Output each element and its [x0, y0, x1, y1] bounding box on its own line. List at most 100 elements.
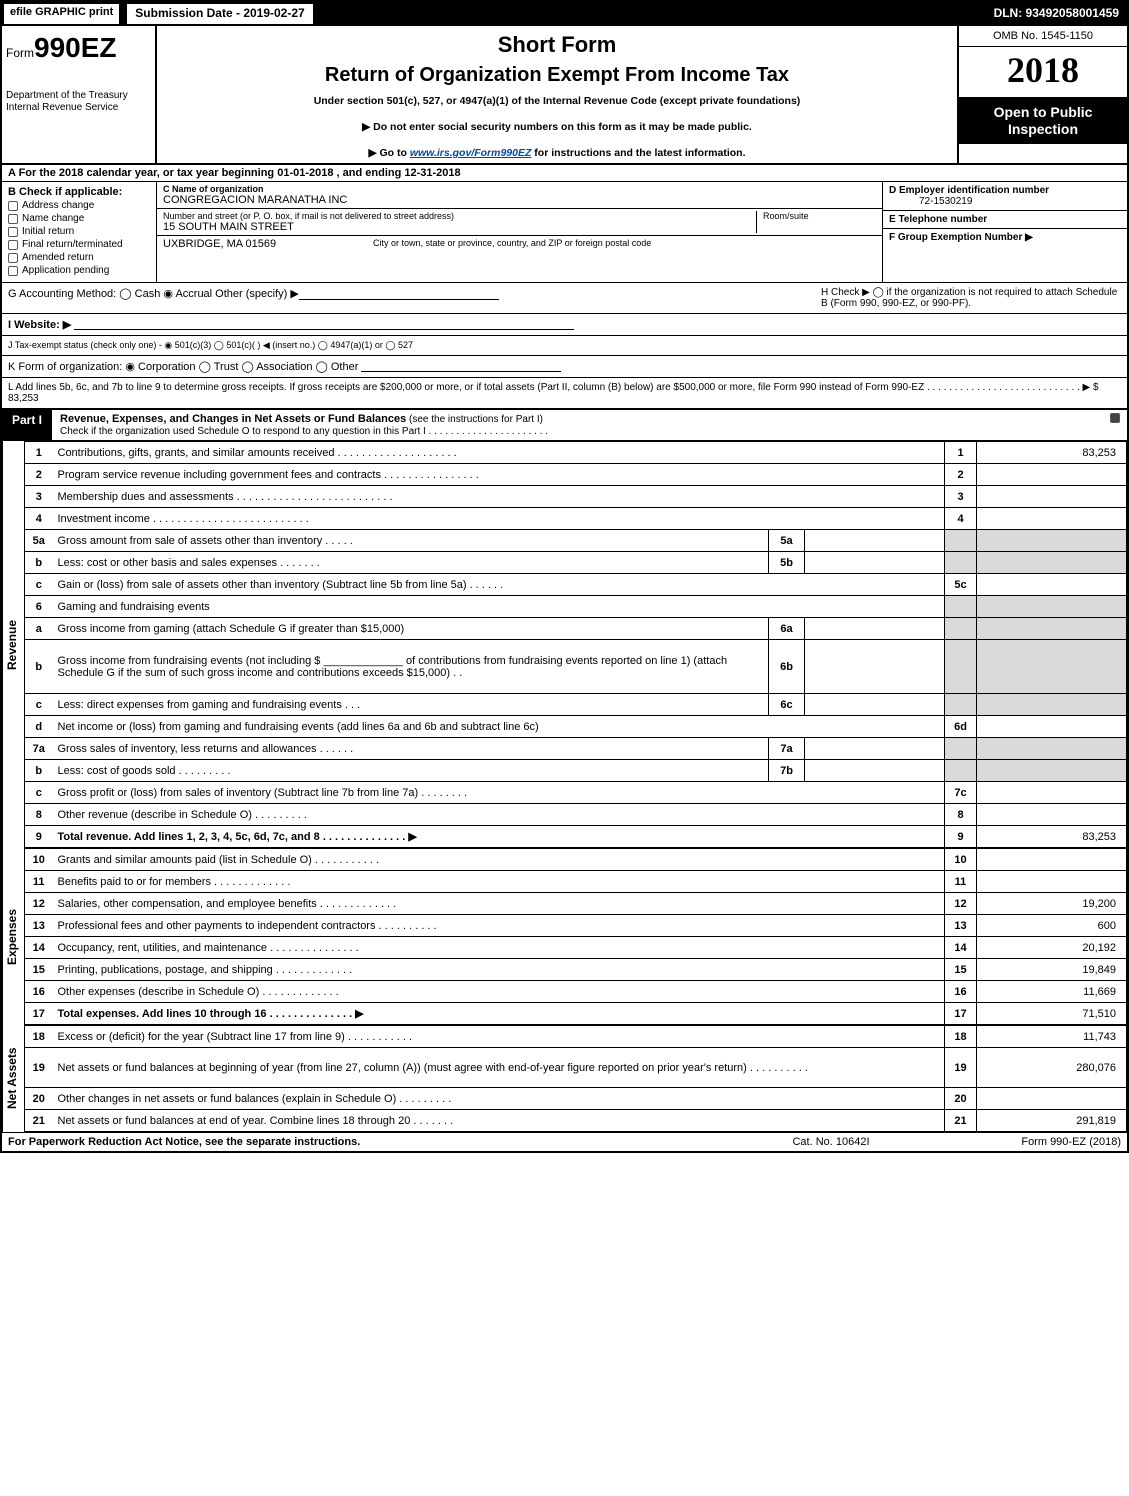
chk-label: Name change	[22, 213, 84, 224]
table-row: 19Net assets or fund balances at beginni…	[25, 1048, 1127, 1088]
line-l-text: L Add lines 5b, 6c, and 7b to line 9 to …	[8, 382, 1121, 404]
line-amount: 11,669	[977, 981, 1127, 1003]
table-row: 17Total expenses. Add lines 10 through 1…	[25, 1003, 1127, 1025]
line-desc: Grants and similar amounts paid (list in…	[53, 849, 945, 871]
sub-val	[805, 530, 945, 552]
line-amount: 83,253	[977, 826, 1127, 848]
sub-val	[805, 618, 945, 640]
line-desc: Gross amount from sale of assets other t…	[53, 530, 769, 552]
grey-cell	[977, 552, 1127, 574]
efile-print-button[interactable]: efile GRAPHIC print	[2, 2, 121, 26]
line-ref: 4	[945, 508, 977, 530]
line-desc: Less: cost of goods sold . . . . . . . .…	[53, 760, 769, 782]
line-g-other-input[interactable]	[299, 288, 499, 300]
website-input[interactable]	[74, 318, 574, 330]
checkbox-icon	[8, 240, 18, 250]
line-amount: 19,200	[977, 893, 1127, 915]
spacer	[315, 2, 986, 26]
table-row: bLess: cost or other basis and sales exp…	[25, 552, 1127, 574]
sub-val	[805, 552, 945, 574]
grey-cell	[977, 530, 1127, 552]
table-row: aGross income from gaming (attach Schedu…	[25, 618, 1127, 640]
line-amount	[977, 1088, 1127, 1110]
line-k-other-input[interactable]	[361, 360, 561, 372]
chk-label: Application pending	[22, 265, 109, 276]
chk-final-return[interactable]: Final return/terminated	[8, 239, 150, 250]
chk-address-change[interactable]: Address change	[8, 200, 150, 211]
chk-label: Initial return	[22, 226, 74, 237]
grey-cell	[945, 694, 977, 716]
table-row: bGross income from fundraising events (n…	[25, 640, 1127, 694]
line-ref: 12	[945, 893, 977, 915]
sub-num: 6a	[769, 618, 805, 640]
table-row: 7aGross sales of inventory, less returns…	[25, 738, 1127, 760]
part-1-checkbox[interactable]	[1103, 410, 1127, 440]
line-num: b	[25, 760, 53, 782]
dln: DLN: 93492058001459	[986, 2, 1127, 26]
line-num: c	[25, 782, 53, 804]
line-num: b	[25, 552, 53, 574]
part-1-title-sub: (see the instructions for Part I)	[406, 414, 543, 425]
line-ref: 9	[945, 826, 977, 848]
line-amount: 280,076	[977, 1048, 1127, 1088]
chk-label: Final return/terminated	[22, 239, 123, 250]
header: Form990EZ Department of the Treasury Int…	[2, 26, 1127, 165]
line-desc: Excess or (deficit) for the year (Subtra…	[53, 1026, 945, 1048]
line-j-text: J Tax-exempt status (check only one) - ◉…	[8, 340, 413, 351]
table-row: 1Contributions, gifts, grants, and simil…	[25, 442, 1127, 464]
expenses-section: Expenses 10Grants and similar amounts pa…	[2, 848, 1127, 1025]
line-num: d	[25, 716, 53, 738]
goto-line: ▶ Go to www.irs.gov/Form990EZ for instru…	[167, 147, 947, 159]
sub-num: 6c	[769, 694, 805, 716]
table-row: 16Other expenses (describe in Schedule O…	[25, 981, 1127, 1003]
box-c: C Name of organization CONGREGACION MARA…	[157, 182, 882, 282]
entity-right: D Employer identification number 72-1530…	[882, 182, 1127, 282]
line-desc: Other expenses (describe in Schedule O) …	[53, 981, 945, 1003]
chk-amended-return[interactable]: Amended return	[8, 252, 150, 263]
line-ref: 7c	[945, 782, 977, 804]
ein: 72-1530219	[889, 196, 972, 207]
box-f: F Group Exemption Number ▶	[883, 229, 1127, 246]
open-l1: Open to Public	[963, 104, 1123, 121]
line-amount: 19,849	[977, 959, 1127, 981]
line-desc: Program service revenue including govern…	[53, 464, 945, 486]
line-ref: 15	[945, 959, 977, 981]
table-row: 6Gaming and fundraising events	[25, 596, 1127, 618]
dept-line1: Department of the Treasury	[6, 90, 151, 102]
line-ref: 18	[945, 1026, 977, 1048]
line-desc: Salaries, other compensation, and employ…	[53, 893, 945, 915]
chk-name-change[interactable]: Name change	[8, 213, 150, 224]
irs-link[interactable]: www.irs.gov/Form990EZ	[410, 147, 532, 159]
table-row: 15Printing, publications, postage, and s…	[25, 959, 1127, 981]
line-desc: Contributions, gifts, grants, and simila…	[53, 442, 945, 464]
grey-cell	[945, 760, 977, 782]
table-row: 9Total revenue. Add lines 1, 2, 3, 4, 5c…	[25, 826, 1127, 848]
grey-cell	[945, 530, 977, 552]
line-ref: 3	[945, 486, 977, 508]
line-num: 15	[25, 959, 53, 981]
room-suite: Room/suite	[756, 211, 876, 233]
net-assets-side-label: Net Assets	[2, 1025, 24, 1132]
table-row: 10Grants and similar amounts paid (list …	[25, 849, 1127, 871]
chk-application-pending[interactable]: Application pending	[8, 265, 150, 276]
line-desc: Gross income from gaming (attach Schedul…	[53, 618, 769, 640]
sub-val	[805, 738, 945, 760]
line-desc: Net assets or fund balances at end of ye…	[53, 1110, 945, 1132]
line-num: 20	[25, 1088, 53, 1110]
line-num: 21	[25, 1110, 53, 1132]
footer-left: For Paperwork Reduction Act Notice, see …	[8, 1136, 721, 1148]
line-num: 1	[25, 442, 53, 464]
table-row: 11Benefits paid to or for members . . . …	[25, 871, 1127, 893]
line-ref: 1	[945, 442, 977, 464]
tax-year: 2018	[959, 47, 1127, 98]
revenue-section: Revenue 1Contributions, gifts, grants, a…	[2, 441, 1127, 848]
form-page: efile GRAPHIC print Submission Date - 20…	[0, 0, 1129, 1153]
box-c-label-text: C Name of organization	[163, 184, 264, 194]
revenue-rows: 1Contributions, gifts, grants, and simil…	[24, 441, 1127, 848]
line-desc: Other changes in net assets or fund bala…	[53, 1088, 945, 1110]
line-ref: 19	[945, 1048, 977, 1088]
chk-initial-return[interactable]: Initial return	[8, 226, 150, 237]
table-row: cGain or (loss) from sale of assets othe…	[25, 574, 1127, 596]
expenses-table: 10Grants and similar amounts paid (list …	[24, 848, 1127, 1025]
line-num: 14	[25, 937, 53, 959]
